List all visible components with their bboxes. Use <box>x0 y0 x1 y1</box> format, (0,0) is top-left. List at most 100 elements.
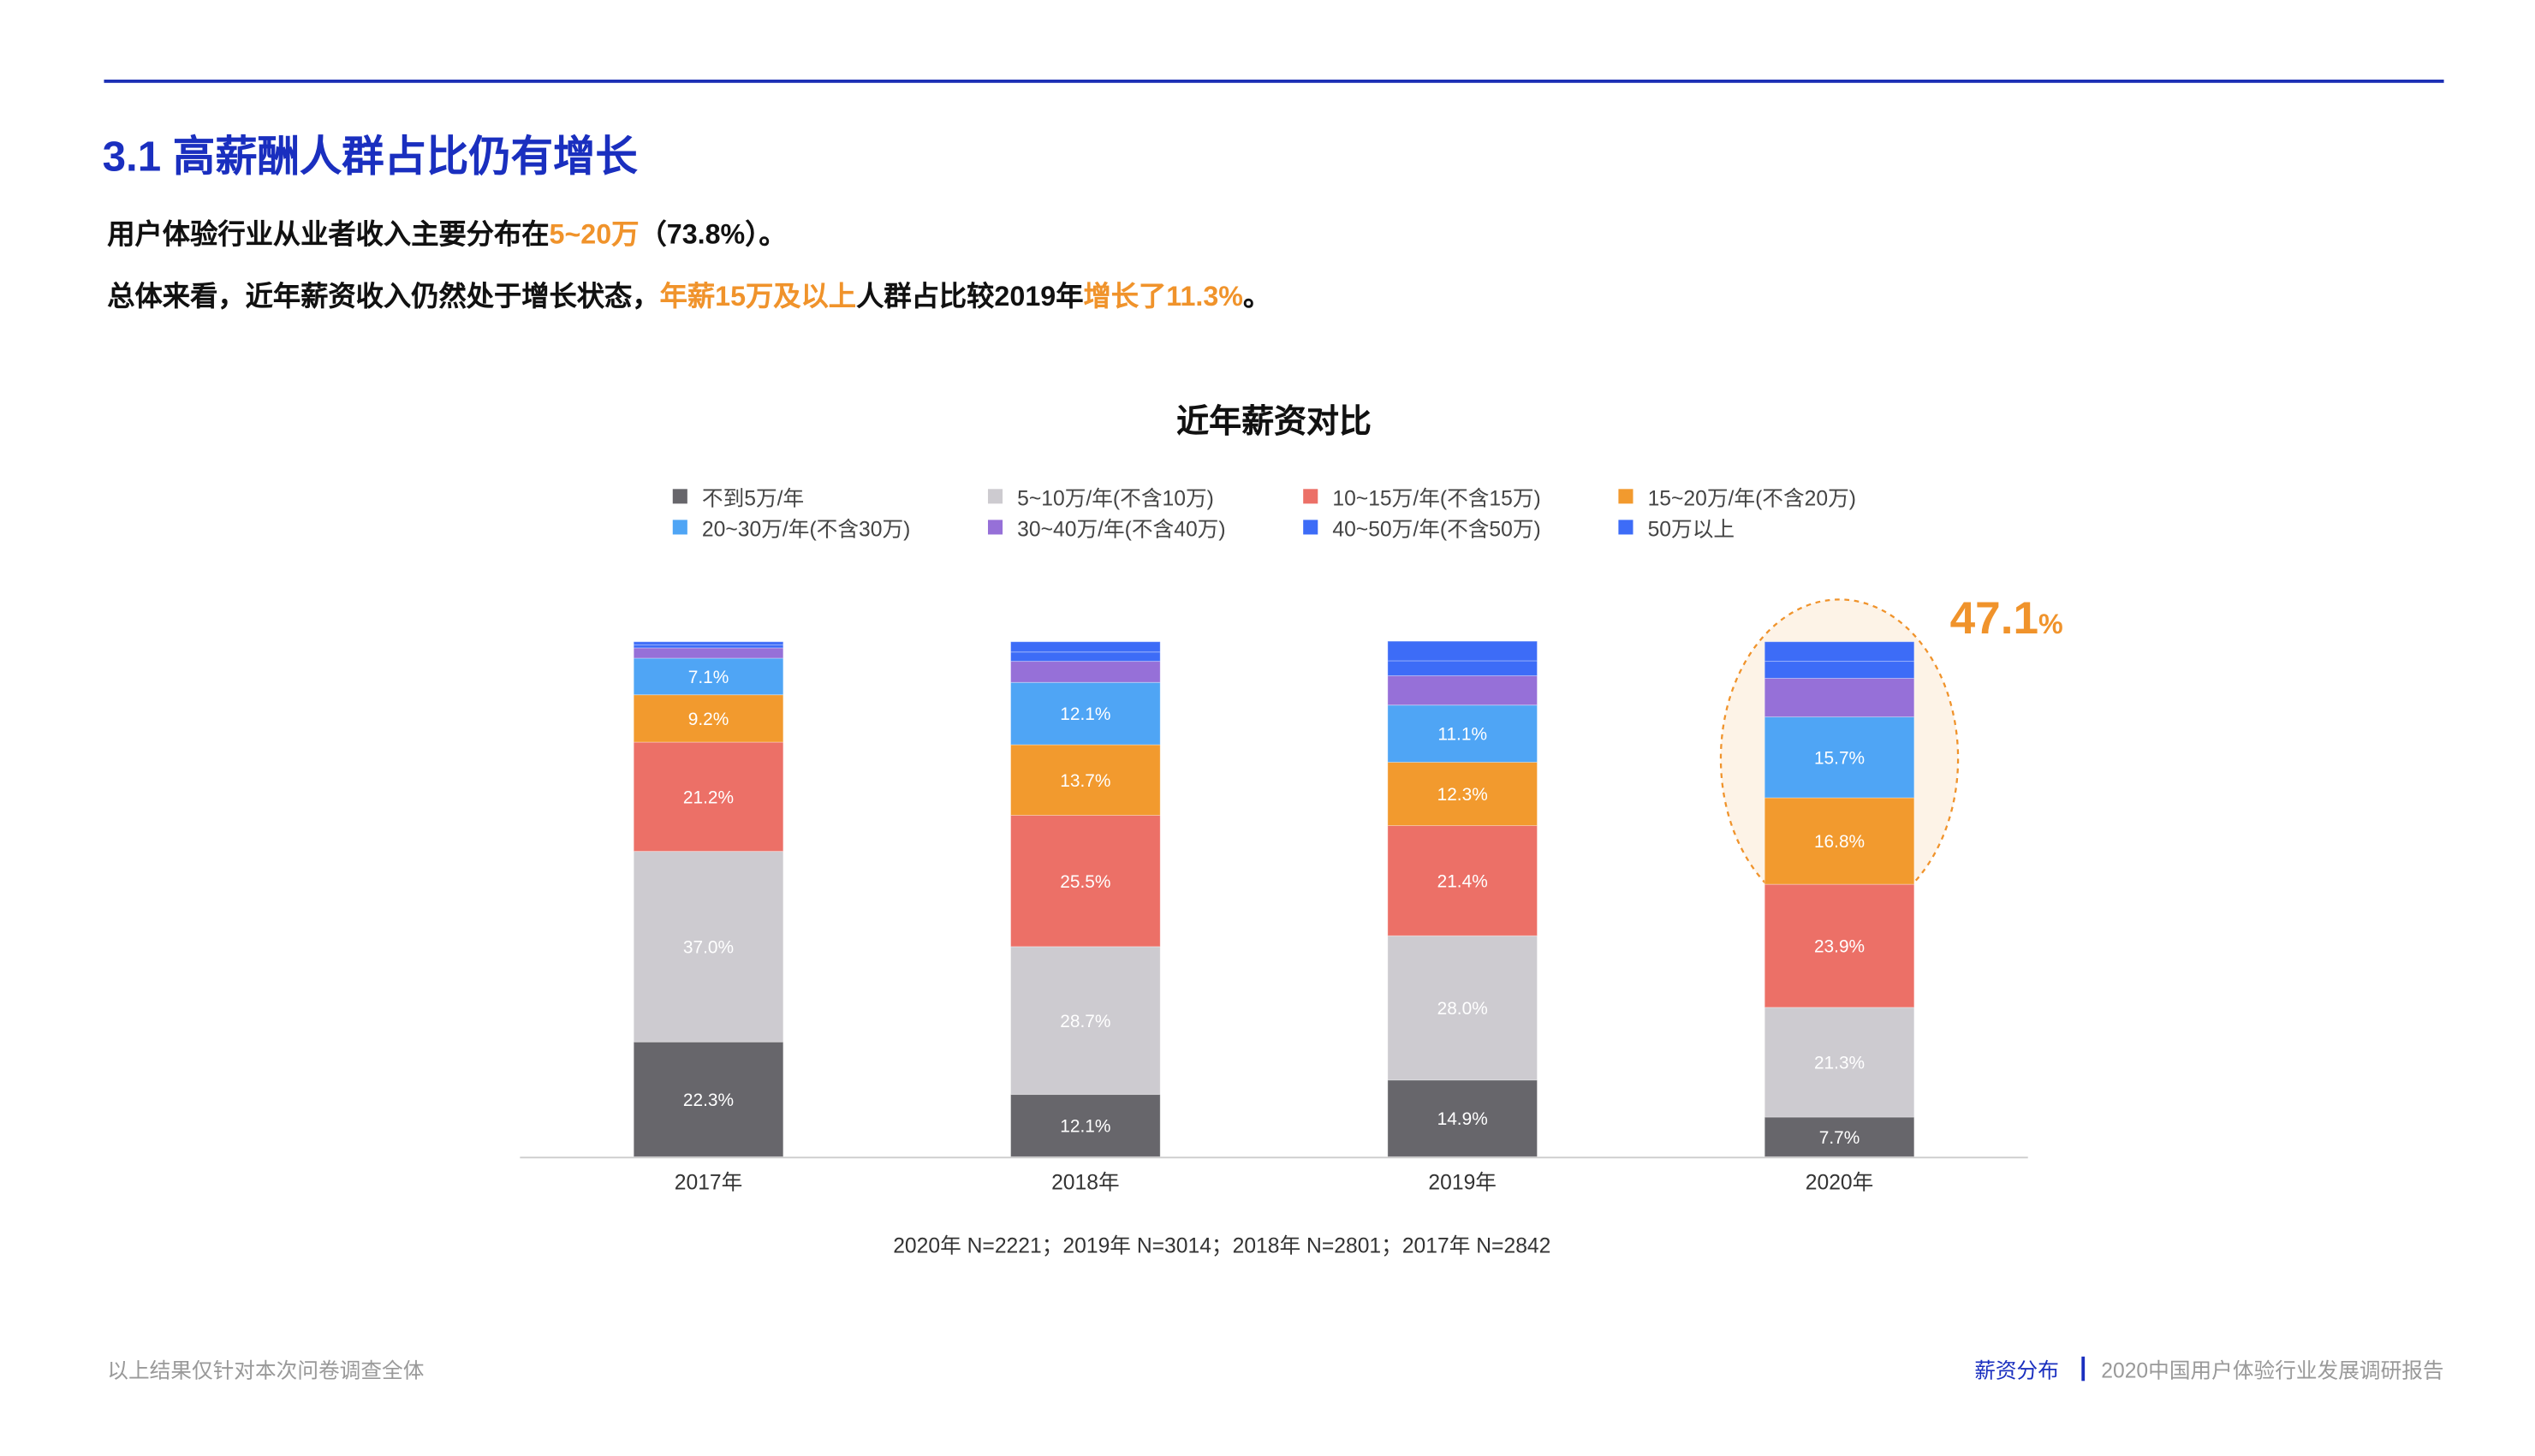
text: （73.8%）。 <box>639 219 787 251</box>
data-label: 25.5% <box>1060 872 1110 892</box>
data-label: 28.7% <box>1060 1012 1110 1031</box>
bar-segment <box>1010 661 1161 683</box>
bar-segment <box>1764 797 1915 885</box>
bar-segment <box>633 644 784 649</box>
data-label: 16.8% <box>1814 832 1865 852</box>
highlight-text: 增长了11.3% <box>1083 281 1243 312</box>
data-label: 23.9% <box>1814 937 1865 957</box>
highlight-total: 47.1% <box>1950 593 2063 645</box>
data-label: 12.3% <box>1437 785 1488 805</box>
chart-title: 近年薪资对比 <box>1176 404 1372 441</box>
legend-label: 15~20万/年(不含20万) <box>1647 484 1856 510</box>
bar-segment <box>1764 1007 1915 1118</box>
bar-segment <box>1387 704 1538 763</box>
legend-label: 50万以上 <box>1647 515 1735 541</box>
legend-swatch <box>672 519 687 534</box>
legend-swatch <box>1303 488 1318 503</box>
bar-segment <box>1387 1079 1538 1157</box>
legend-swatch <box>987 519 1003 534</box>
footer-right: 薪资分布 2020中国用户体验行业发展调研报告 <box>1974 1353 2444 1384</box>
footer-disclaimer: 以上结果仅针对本次问卷调查全体 <box>107 1358 425 1383</box>
legend-swatch <box>672 488 687 503</box>
x-tick-label: 2017年 <box>675 1170 743 1194</box>
legend-swatch <box>1303 519 1318 534</box>
bar-segment <box>1387 762 1538 826</box>
legend-label: 10~15万/年(不含15万) <box>1332 484 1541 510</box>
bar-segment <box>1764 1116 1915 1157</box>
data-label: 7.1% <box>688 668 729 687</box>
legend-item: 50万以上 <box>1618 514 1933 541</box>
x-tick-label: 2019年 <box>1428 1170 1497 1194</box>
text: 总体来看，近年薪资收入仍然处于增长状态， <box>107 281 660 312</box>
top-divider <box>104 80 2444 83</box>
legend-item: 30~40万/年(不含40万) <box>987 514 1303 541</box>
summary-line-1: 用户体验行业从业者收入主要分布在5~20万（73.8%）。 <box>107 211 786 252</box>
bar-segment <box>633 851 784 1043</box>
legend-item: 5~10万/年(不含10万) <box>987 483 1303 510</box>
legend-label: 5~10万/年(不含10万) <box>1017 484 1214 510</box>
bar-segment <box>633 694 784 743</box>
legend-item: 不到5万/年 <box>672 483 988 510</box>
legend-label: 30~40万/年(不含40万) <box>1017 515 1226 541</box>
sample-size-note: 2020年 N=2221；2019年 N=3014；2018年 N=2801；2… <box>893 1233 1551 1258</box>
bar-segment <box>1010 1094 1161 1157</box>
legend-label: 40~50万/年(不含50万) <box>1332 515 1541 541</box>
highlight-text: 年薪15万及以上 <box>659 281 857 312</box>
data-label: 7.7% <box>1819 1128 1860 1148</box>
footer-separator <box>2081 1356 2086 1382</box>
data-label: 14.9% <box>1437 1109 1488 1129</box>
legend-swatch <box>987 488 1003 503</box>
data-label: 12.1% <box>1060 704 1110 724</box>
page-title: 3.1 高薪酬人群占比仍有增长 <box>102 131 638 181</box>
data-label: 28.0% <box>1437 999 1488 1019</box>
bar-segment <box>1764 677 1915 718</box>
data-label: 22.3% <box>683 1091 734 1110</box>
x-tick-label: 2018年 <box>1051 1170 1120 1194</box>
text: 用户体验行业从业者收入主要分布在 <box>107 219 550 251</box>
chart-legend: 不到5万/年 5~10万/年(不含10万) 10~15万/年(不含15万) 15~20… <box>672 483 1934 541</box>
bar-segment <box>633 641 784 645</box>
bar-segment <box>1010 814 1161 948</box>
legend-item: 20~30万/年(不含30万) <box>672 514 988 541</box>
text: 。 <box>1242 281 1271 312</box>
bar-segment <box>1387 935 1538 1081</box>
bar-segment <box>1387 640 1538 662</box>
bar-segment <box>1387 660 1538 676</box>
summary-line-2: 总体来看，近年薪资收入仍然处于增长状态，年薪15万及以上人群占比较2019年增长… <box>107 273 1270 313</box>
bar-segment <box>1010 651 1161 663</box>
data-label: 37.0% <box>683 937 734 957</box>
bar-segment <box>1010 641 1161 653</box>
bar-segment <box>1764 661 1915 679</box>
bar-segment <box>633 657 784 696</box>
legend-item: 10~15万/年(不含15万) <box>1303 483 1618 510</box>
legend-swatch <box>1618 519 1633 534</box>
data-label: 12.1% <box>1060 1117 1110 1137</box>
highlight-text: 5~20万 <box>549 219 640 251</box>
bar-segment <box>633 741 784 853</box>
bar-segment <box>1387 825 1538 936</box>
bar-segment <box>1010 946 1161 1096</box>
bar-segment <box>1764 883 1915 1008</box>
x-tick-label: 2020年 <box>1806 1170 1874 1194</box>
data-label: 21.3% <box>1814 1054 1865 1073</box>
legend-item: 15~20万/年(不含20万) <box>1618 483 1933 510</box>
legend-item: 40~50万/年(不含50万) <box>1303 514 1618 541</box>
bar-segment <box>633 647 784 659</box>
data-label: 21.2% <box>683 787 734 807</box>
data-label: 11.1% <box>1437 725 1487 745</box>
legend-swatch <box>1618 488 1633 503</box>
text: 人群占比较2019年 <box>856 281 1084 312</box>
legend-label: 不到5万/年 <box>701 484 805 510</box>
data-label: 13.7% <box>1060 771 1110 791</box>
data-label: 21.4% <box>1437 871 1488 891</box>
legend-label: 20~30万/年(不含30万) <box>701 515 911 541</box>
bar-segment <box>633 1041 784 1157</box>
highlight-value: 47.1 <box>1949 592 2039 644</box>
data-label: 9.2% <box>688 710 729 729</box>
bar-segment <box>1387 675 1538 706</box>
highlight-unit: % <box>2038 609 2063 640</box>
footer-section: 薪资分布 <box>1974 1358 2059 1383</box>
footer-report-name: 2020中国用户体验行业发展调研报告 <box>2101 1358 2444 1383</box>
